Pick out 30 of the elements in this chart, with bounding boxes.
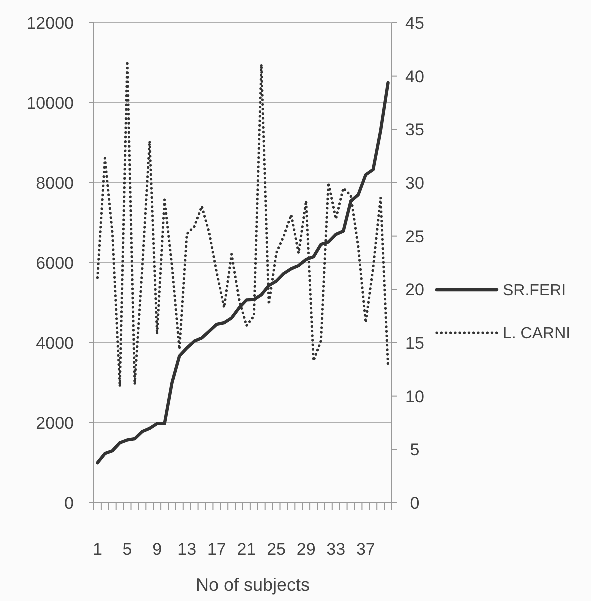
y2-tick-label: 30 [406, 174, 424, 193]
x-tick-label: 21 [237, 540, 256, 559]
x-tick-label: 9 [152, 540, 162, 559]
y2-tick-label: 5 [410, 440, 420, 460]
y2-tick-label: 20 [406, 280, 424, 300]
y-tick-label: 8000 [36, 174, 74, 193]
y2-tick-label: 25 [406, 227, 424, 246]
y-tick-label: 10000 [26, 94, 74, 113]
legend-label: SR.FERI [503, 282, 566, 300]
y-tick-label: 6000 [36, 254, 74, 273]
x-tick-label: 13 [178, 540, 197, 559]
x-tick-label: 5 [122, 540, 132, 559]
y2-tick-label: 45 [406, 14, 424, 33]
x-tick-label: 1 [92, 540, 102, 559]
x-tick-label: 17 [207, 540, 226, 559]
y2-tick-label: 35 [406, 120, 424, 140]
y-tick-label: 0 [64, 494, 74, 513]
x-tick-label: 25 [267, 540, 286, 559]
y2-tick-label: 0 [410, 494, 420, 513]
x-tick-label: 33 [326, 540, 346, 559]
legend-label: L. CARNI [503, 326, 571, 343]
x-axis-title: No of subjects [196, 575, 310, 595]
x-tick-label: 37 [356, 540, 376, 559]
y2-tick-label: 40 [406, 67, 424, 86]
y2-tick-label: 10 [406, 387, 424, 406]
y-tick-label: 12000 [26, 14, 74, 33]
y-tick-label: 2000 [36, 414, 74, 433]
x-tick-label: 29 [296, 540, 316, 559]
y-tick-label: 4000 [36, 334, 74, 353]
y2-tick-label: 15 [406, 334, 424, 353]
